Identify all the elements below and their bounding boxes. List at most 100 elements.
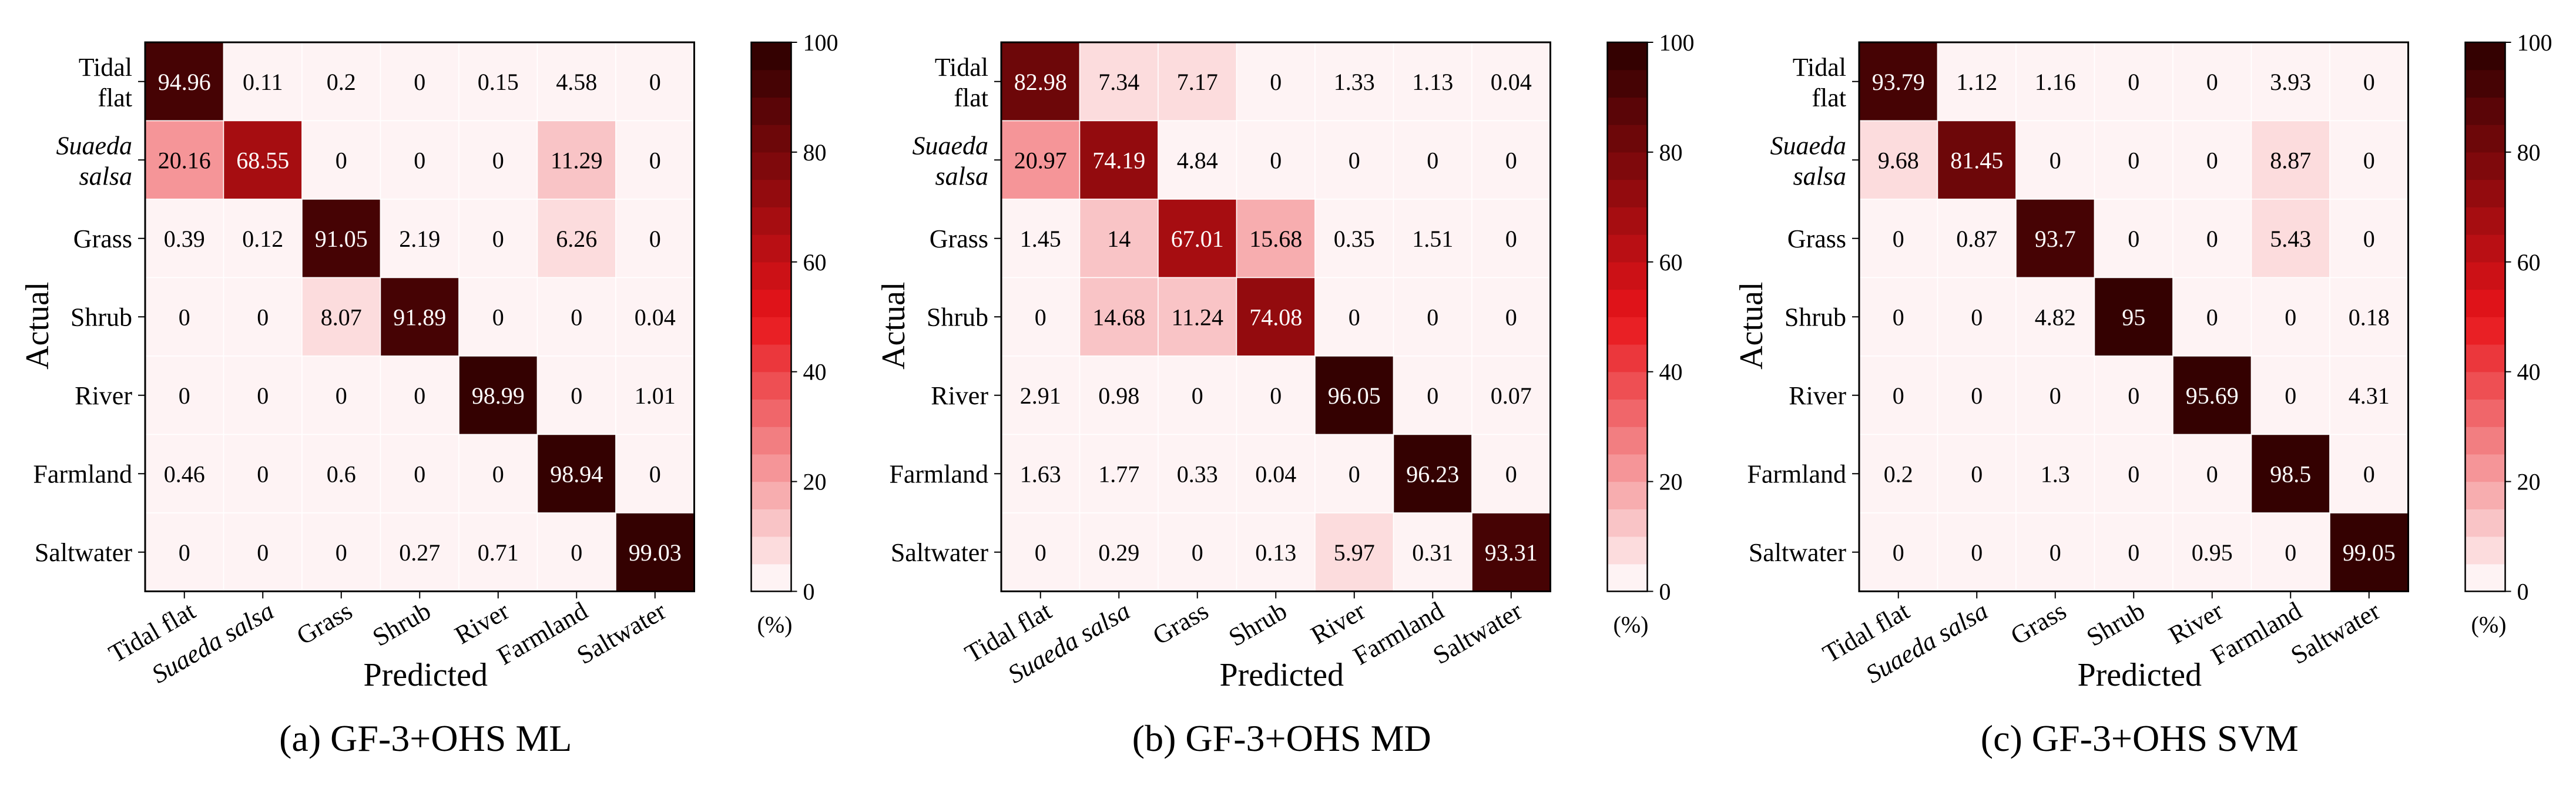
colorbar-tick-label: 40 xyxy=(803,359,827,385)
row-label: salsa xyxy=(79,162,132,190)
cell-value-label: 0 xyxy=(336,539,347,566)
colorbar-tick-label: 60 xyxy=(803,249,827,276)
cell-value-label: 4.58 xyxy=(556,69,597,95)
cell-value-label: 0 xyxy=(1505,304,1517,330)
cell-value-label: 0.95 xyxy=(2192,539,2233,566)
heatmap-cell xyxy=(145,199,224,278)
heatmap-cell xyxy=(2172,277,2252,357)
cell-value-label: 0 xyxy=(1971,382,1983,409)
cell-value-label: 0 xyxy=(1505,461,1517,487)
cell-value-label: 99.03 xyxy=(629,539,682,566)
cell-value-label: 1.13 xyxy=(1412,69,1453,95)
heatmap-cell xyxy=(223,42,303,122)
cell-value-label: 93.7 xyxy=(2035,226,2076,252)
cell-value-label: 4.84 xyxy=(1177,147,1218,173)
colorbar-segment xyxy=(2465,427,2505,455)
colorbar-segment xyxy=(1607,207,1648,235)
column-label: Grass xyxy=(2005,596,2071,651)
heatmap-cell xyxy=(1158,120,1237,200)
cell-value-label: 1.01 xyxy=(635,382,676,409)
colorbar-segment xyxy=(1607,42,1648,71)
panel-caption: (c) GF-3+OHS SVM xyxy=(1981,717,2299,759)
heatmap-cell xyxy=(1079,355,1159,435)
cell-value-label: 0.04 xyxy=(1255,461,1296,487)
heatmap-cell xyxy=(615,120,695,200)
cell-value-label: 0 xyxy=(1893,304,1904,330)
cell-value-label: 0 xyxy=(571,304,582,330)
cell-value-label: 74.08 xyxy=(1249,304,1302,330)
heatmap-cell xyxy=(1158,434,1237,514)
cell-value-label: 0 xyxy=(2206,304,2218,330)
cell-value-label: 95 xyxy=(2122,304,2145,330)
cell-value-label: 0 xyxy=(571,382,582,409)
cell-value-label: 91.05 xyxy=(315,226,368,252)
heatmap-cell xyxy=(1158,512,1237,592)
cell-value-label: 0 xyxy=(2285,539,2296,566)
cell-value-label: 0 xyxy=(2285,304,2296,330)
cell-value-label: 98.5 xyxy=(2270,461,2311,487)
y-axis-title: Actual xyxy=(876,282,912,370)
heatmap-cell xyxy=(1937,277,2017,357)
heatmap-cell xyxy=(2094,199,2174,278)
row-label: salsa xyxy=(935,162,988,190)
heatmap-cell xyxy=(380,512,459,592)
heatmap-cell xyxy=(1236,277,1316,357)
colorbar-segment xyxy=(1607,371,1648,400)
heatmap-cell xyxy=(458,512,538,592)
heatmap-cell xyxy=(2094,277,2174,357)
heatmap-cell xyxy=(1079,512,1159,592)
cell-value-label: 5.43 xyxy=(2270,226,2311,252)
cell-value-label: 93.79 xyxy=(1872,69,1925,95)
cell-value-label: 91.89 xyxy=(393,304,446,330)
colorbar-segment xyxy=(751,97,791,125)
row-label: Saltwater xyxy=(891,538,989,567)
y-axis-title: Actual xyxy=(19,282,56,370)
cell-value-label: 0.07 xyxy=(1491,382,1532,409)
row-label: Grass xyxy=(930,224,988,253)
column-label: Saltwater xyxy=(1428,596,1527,670)
row-label: salsa xyxy=(1793,162,1846,190)
cell-value-label: 0 xyxy=(649,226,661,252)
column-label: Grass xyxy=(291,596,357,651)
colorbar-tick-label: 100 xyxy=(803,29,838,56)
cell-value-label: 0 xyxy=(2363,461,2375,487)
cell-value-label: 0 xyxy=(257,539,269,566)
cell-value-label: 0 xyxy=(2128,69,2139,95)
cell-value-label: 0 xyxy=(414,69,425,95)
colorbar-segment xyxy=(1607,179,1648,207)
heatmap-cell xyxy=(2094,355,2174,435)
row-label: Farmland xyxy=(1747,459,1846,488)
colorbar-segment xyxy=(2465,481,2505,509)
cell-value-label: 0 xyxy=(492,461,504,487)
heatmap-cell xyxy=(1859,512,1938,592)
cell-value-label: 96.23 xyxy=(1406,461,1459,487)
heatmap-cell xyxy=(1079,42,1159,122)
cell-value-label: 98.94 xyxy=(550,461,603,487)
cell-value-label: 0 xyxy=(1270,382,1282,409)
colorbar-unit-label: (%) xyxy=(757,612,793,638)
heatmap-cell xyxy=(1859,277,1938,357)
heatmap-cell xyxy=(1937,120,2017,200)
cell-value-label: 5.97 xyxy=(1334,539,1375,566)
colorbar-tick-label: 100 xyxy=(1659,29,1695,56)
colorbar-segment xyxy=(751,536,791,565)
cell-value-label: 0 xyxy=(1893,539,1904,566)
heatmap-cell xyxy=(1236,120,1316,200)
column-label: Farmland xyxy=(1349,596,1449,671)
heatmap-cell xyxy=(536,512,616,592)
panel-caption: (a) GF-3+OHS ML xyxy=(279,717,572,759)
colorbar-segment xyxy=(751,317,791,345)
cell-value-label: 0 xyxy=(2050,147,2061,173)
heatmap-cell xyxy=(2172,512,2252,592)
heatmap-cell xyxy=(2329,42,2409,122)
heatmap-cell xyxy=(301,512,381,592)
cell-value-label: 1.33 xyxy=(1334,69,1375,95)
heatmap-cell xyxy=(2329,355,2409,435)
colorbar-segment xyxy=(1607,289,1648,317)
colorbar-frame xyxy=(1606,41,1648,592)
heatmap-cell xyxy=(1001,199,1081,278)
heatmap-cell xyxy=(1236,512,1316,592)
cell-value-label: 0 xyxy=(1427,382,1438,409)
cell-value-label: 98.99 xyxy=(472,382,525,409)
cell-value-label: 1.3 xyxy=(2041,461,2070,487)
